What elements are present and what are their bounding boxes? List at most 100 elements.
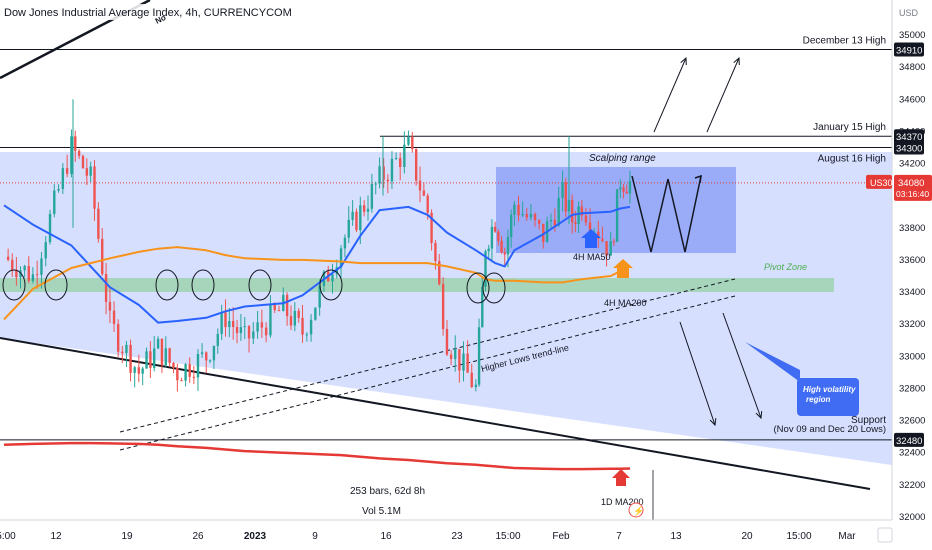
countdown-tag: 03:16:40 xyxy=(896,189,929,199)
time-tick: 20 xyxy=(741,531,753,542)
pivot-touch-circle xyxy=(319,269,343,301)
candle-body xyxy=(19,270,22,278)
time-axis-bg xyxy=(0,520,932,550)
candle-body xyxy=(628,180,632,194)
price-tick: 33400 xyxy=(899,287,925,298)
candle-body xyxy=(108,301,112,311)
candle-body xyxy=(65,168,69,174)
trend-label: No xyxy=(154,13,168,26)
candle-body xyxy=(351,211,354,220)
candle-body xyxy=(297,310,300,318)
candle-body xyxy=(605,241,608,256)
candle-body xyxy=(192,376,196,378)
candle-body xyxy=(533,213,537,221)
candle-body xyxy=(77,150,81,156)
candle-body xyxy=(112,310,116,324)
candle-body xyxy=(216,333,219,346)
level-tag: 34910 xyxy=(896,45,922,56)
ma1d-label: 1D MA200 xyxy=(601,497,644,507)
candle-body xyxy=(434,242,437,262)
candle-body xyxy=(490,226,494,249)
candle-body xyxy=(625,191,628,194)
candle-body xyxy=(260,322,264,328)
candle-body xyxy=(449,354,453,360)
candle-body xyxy=(609,241,612,256)
candle-body xyxy=(149,351,152,368)
time-tick: 19 xyxy=(121,531,133,542)
candle-body xyxy=(81,155,85,169)
candle-body xyxy=(331,274,334,282)
breakdown-arrow-2 xyxy=(722,312,762,419)
pivot-touch-circle xyxy=(155,269,179,301)
candle-body xyxy=(164,348,167,366)
candle-body xyxy=(305,334,309,336)
level-tag: 32480 xyxy=(896,436,922,447)
candle-body xyxy=(549,219,553,222)
candle-body xyxy=(553,219,557,226)
ma200-up-arrow xyxy=(613,259,633,278)
candle-body xyxy=(542,223,545,243)
candle-body xyxy=(557,197,560,226)
candle-body xyxy=(116,323,120,352)
axis-settings-icon[interactable] xyxy=(877,527,893,543)
candle-body xyxy=(74,136,77,151)
candle-body xyxy=(309,319,313,335)
time-tick: 16 xyxy=(380,531,392,542)
lightning-icon[interactable] xyxy=(628,502,644,518)
time-tick: 15:00 xyxy=(495,531,520,542)
candle-body xyxy=(11,259,14,270)
candle-body xyxy=(53,190,56,214)
breakdown-arrow-1-head xyxy=(709,417,717,427)
candle-body xyxy=(156,338,160,349)
current-price-tag-bg xyxy=(894,174,932,201)
candle-body xyxy=(601,238,604,242)
level-label: December 13 High xyxy=(803,35,886,46)
candle-body xyxy=(422,190,426,196)
price-tick: 34200 xyxy=(899,159,925,170)
candle-body xyxy=(370,184,374,209)
time-tick: 12 xyxy=(50,531,62,542)
breakout-arrow-1-head xyxy=(680,56,687,66)
candle-body xyxy=(220,312,223,334)
breakout-arrow-1 xyxy=(653,57,687,133)
candle-body xyxy=(503,252,506,255)
candle-body xyxy=(137,367,141,374)
candle-body xyxy=(506,236,510,255)
lower-trend-line xyxy=(0,337,871,490)
candle-body xyxy=(101,238,104,274)
candle-body xyxy=(438,261,441,285)
price-tick: 34800 xyxy=(899,62,925,73)
level-tag-bg xyxy=(894,140,924,155)
ma200-label: 4H MA200 xyxy=(604,298,647,308)
candle-body xyxy=(61,168,65,189)
candle-body xyxy=(212,345,216,361)
candle-body xyxy=(430,212,433,243)
candle-body xyxy=(466,353,469,373)
candle-body xyxy=(264,327,268,336)
candle-body xyxy=(93,166,96,209)
candle-body xyxy=(104,273,108,302)
candle-body xyxy=(247,326,251,339)
candle-body xyxy=(619,187,622,190)
current-price-tag: 34080 xyxy=(898,178,924,189)
candle-body xyxy=(574,222,577,224)
candle-body xyxy=(588,222,592,232)
candle-body xyxy=(85,168,89,176)
candle-body xyxy=(458,349,461,371)
candle-body xyxy=(584,215,588,223)
candle-body xyxy=(394,158,398,160)
chart-title: Dow Jones Industrial Average Index, 4h, … xyxy=(4,7,292,19)
candle-body xyxy=(477,327,481,385)
candle-body xyxy=(374,183,377,185)
candle-body xyxy=(97,208,100,239)
price-tick: 34600 xyxy=(899,94,925,105)
candle-body xyxy=(89,166,92,176)
time-tick: 7 xyxy=(616,531,622,542)
candle-body xyxy=(403,144,406,168)
level-tag-bg xyxy=(894,42,924,57)
candles-group xyxy=(6,99,632,392)
candle-body xyxy=(537,220,541,224)
ma-line-1d-ma200 xyxy=(3,441,631,471)
